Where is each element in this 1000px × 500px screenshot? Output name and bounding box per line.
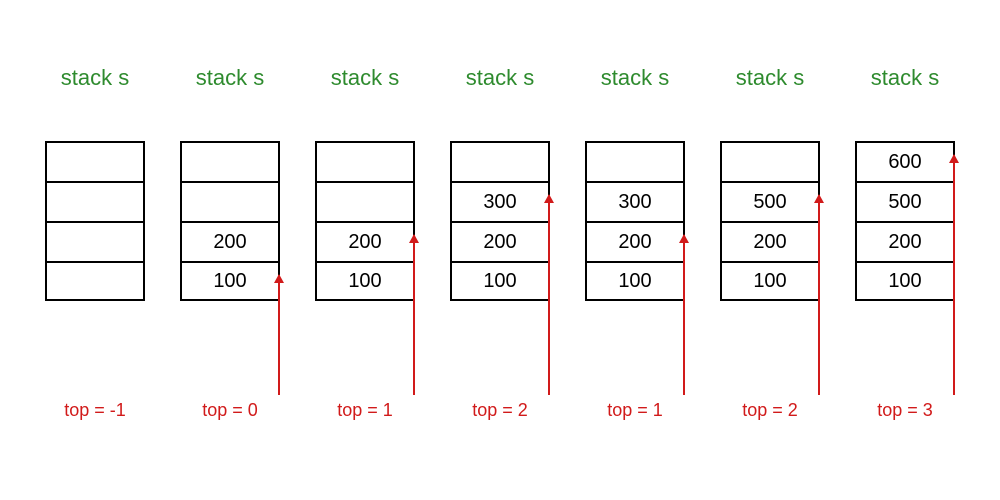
stack-5: stack s 500 200 100 top = 2 xyxy=(720,0,820,301)
stack-cell xyxy=(720,141,820,181)
top-label: top = 1 xyxy=(565,400,705,421)
stack-cell: 200 xyxy=(720,221,820,261)
top-label: top = 2 xyxy=(430,400,570,421)
stack-cell: 500 xyxy=(720,181,820,221)
stack-title: stack s xyxy=(466,65,534,91)
stack-title: stack s xyxy=(871,65,939,91)
stack-cell: 200 xyxy=(585,221,685,261)
top-arrow-icon xyxy=(818,195,820,395)
stack-title: stack s xyxy=(601,65,669,91)
stack-cell xyxy=(180,141,280,181)
stack-cell: 100 xyxy=(720,261,820,301)
stack-title: stack s xyxy=(331,65,399,91)
top-arrow-icon xyxy=(548,195,550,395)
stack-cell: 100 xyxy=(180,261,280,301)
stack-cell: 300 xyxy=(585,181,685,221)
top-label: top = -1 xyxy=(25,400,165,421)
stack-cell xyxy=(315,141,415,181)
stack-cells xyxy=(45,141,145,301)
stack-3: stack s 300 200 100 top = 2 xyxy=(450,0,550,301)
stack-cell: 200 xyxy=(315,221,415,261)
stack-6: stack s 600 500 200 100 top = 3 xyxy=(855,0,955,301)
stack-cell: 500 xyxy=(855,181,955,221)
stack-title: stack s xyxy=(61,65,129,91)
stack-1: stack s 200 100 top = 0 xyxy=(180,0,280,301)
stack-2: stack s 200 100 top = 1 xyxy=(315,0,415,301)
stack-cell: 200 xyxy=(450,221,550,261)
stack-0: stack s top = -1 xyxy=(45,0,145,301)
stack-title: stack s xyxy=(196,65,264,91)
stack-cell: 300 xyxy=(450,181,550,221)
stack-cell: 100 xyxy=(585,261,685,301)
top-arrow-icon xyxy=(413,235,415,395)
stack-cell: 200 xyxy=(855,221,955,261)
stack-cells: 600 500 200 100 xyxy=(855,141,955,301)
stack-cell xyxy=(315,181,415,221)
stack-cell xyxy=(45,261,145,301)
stack-cell: 100 xyxy=(450,261,550,301)
stack-cell xyxy=(45,141,145,181)
stack-cell: 600 xyxy=(855,141,955,181)
stack-cell xyxy=(45,221,145,261)
stack-cells: 300 200 100 xyxy=(450,141,550,301)
stacks-row: stack s top = -1 stack s 200 100 top = 0… xyxy=(0,0,1000,301)
stack-cell: 100 xyxy=(315,261,415,301)
stack-cell xyxy=(585,141,685,181)
top-label: top = 3 xyxy=(835,400,975,421)
stack-cells: 200 100 xyxy=(180,141,280,301)
stack-cell: 200 xyxy=(180,221,280,261)
top-arrow-icon xyxy=(683,235,685,395)
top-arrow-icon xyxy=(278,275,280,395)
stack-cell xyxy=(45,181,145,221)
stack-title: stack s xyxy=(736,65,804,91)
top-label: top = 2 xyxy=(700,400,840,421)
stack-cell xyxy=(450,141,550,181)
top-label: top = 0 xyxy=(160,400,300,421)
stack-cells: 200 100 xyxy=(315,141,415,301)
top-arrow-icon xyxy=(953,155,955,395)
stack-cells: 500 200 100 xyxy=(720,141,820,301)
top-label: top = 1 xyxy=(295,400,435,421)
stack-cell: 100 xyxy=(855,261,955,301)
stack-cells: 300 200 100 xyxy=(585,141,685,301)
stack-cell xyxy=(180,181,280,221)
stack-4: stack s 300 200 100 top = 1 xyxy=(585,0,685,301)
